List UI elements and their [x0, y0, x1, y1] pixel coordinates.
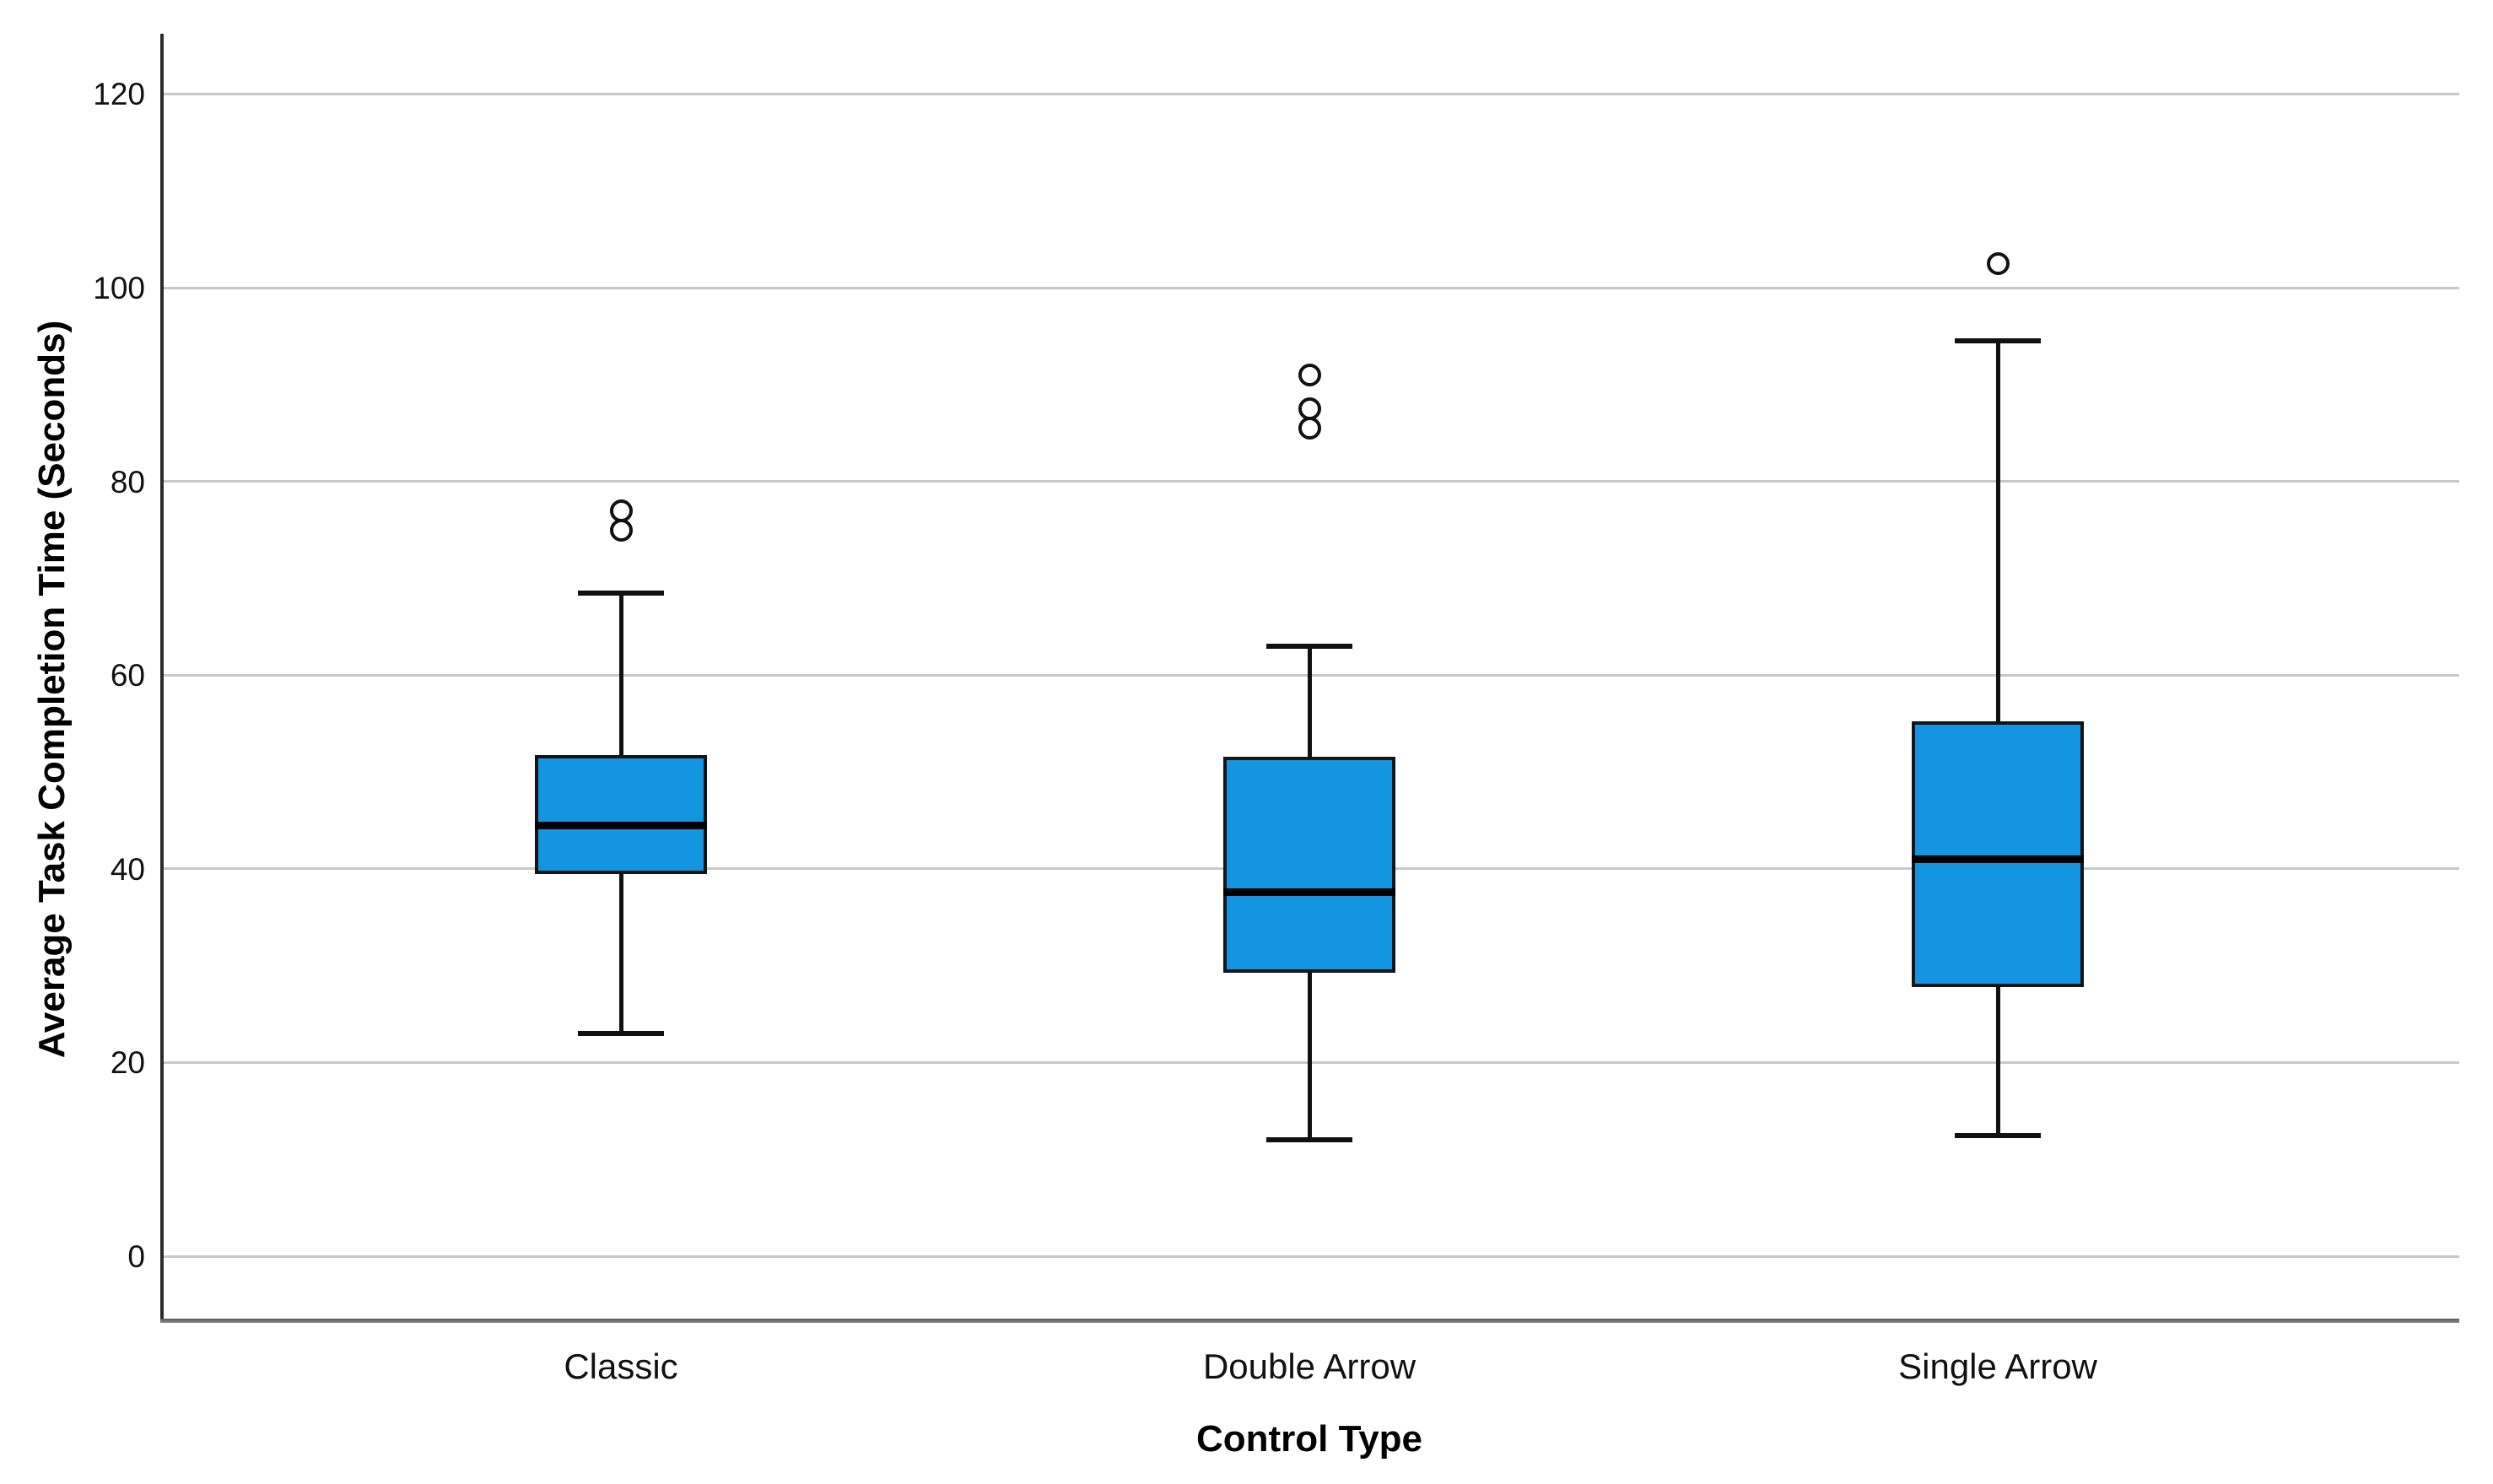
upper-whisker-cap	[1266, 643, 1352, 649]
y-tick-label: 0	[127, 1239, 145, 1274]
lower-whisker-cap	[1266, 1137, 1352, 1143]
y-axis-title: Average Task Completion Time (Seconds)	[31, 320, 73, 1059]
outlier-point	[609, 499, 633, 522]
median-line	[1912, 855, 2084, 863]
x-axis-baseline	[160, 1319, 2459, 1323]
lower-whisker-line	[1995, 986, 2000, 1136]
outlier-point	[1298, 363, 1321, 386]
lower-whisker-cap	[1955, 1132, 2041, 1138]
upper-whisker-line	[1995, 341, 2000, 722]
outlier-point	[1986, 251, 2010, 275]
iqr-box	[535, 755, 707, 874]
gridline	[162, 286, 2459, 289]
gridline	[162, 1255, 2459, 1258]
y-tick-label: 40	[110, 851, 145, 887]
y-tick-label: 120	[93, 77, 145, 112]
y-tick-label: 100	[93, 271, 145, 305]
iqr-box	[1912, 721, 2084, 987]
y-tick-label: 20	[110, 1045, 145, 1081]
y-tick-label: 60	[110, 658, 145, 693]
lower-whisker-cap	[578, 1030, 664, 1036]
y-tick-label: 80	[110, 464, 145, 499]
category-label: Classic	[564, 1346, 678, 1386]
upper-whisker-cap	[1955, 338, 2041, 344]
upper-whisker-line	[618, 592, 623, 756]
upper-whisker-line	[1307, 645, 1312, 757]
upper-whisker-cap	[578, 590, 664, 596]
median-line	[535, 821, 707, 829]
y-axis-line	[160, 34, 164, 1319]
iqr-box	[1223, 756, 1395, 973]
outlier-point	[609, 518, 633, 542]
gridline	[162, 480, 2459, 483]
category-label: Single Arrow	[1898, 1346, 2097, 1386]
outlier-point	[1298, 397, 1321, 420]
outlier-point	[1298, 416, 1321, 440]
gridline	[162, 92, 2459, 95]
median-line	[1223, 888, 1395, 896]
lower-whisker-line	[618, 873, 623, 1033]
lower-whisker-line	[1307, 972, 1312, 1141]
x-axis-title: Control Type	[1195, 1418, 1423, 1460]
category-label: Double Arrow	[1202, 1346, 1416, 1386]
